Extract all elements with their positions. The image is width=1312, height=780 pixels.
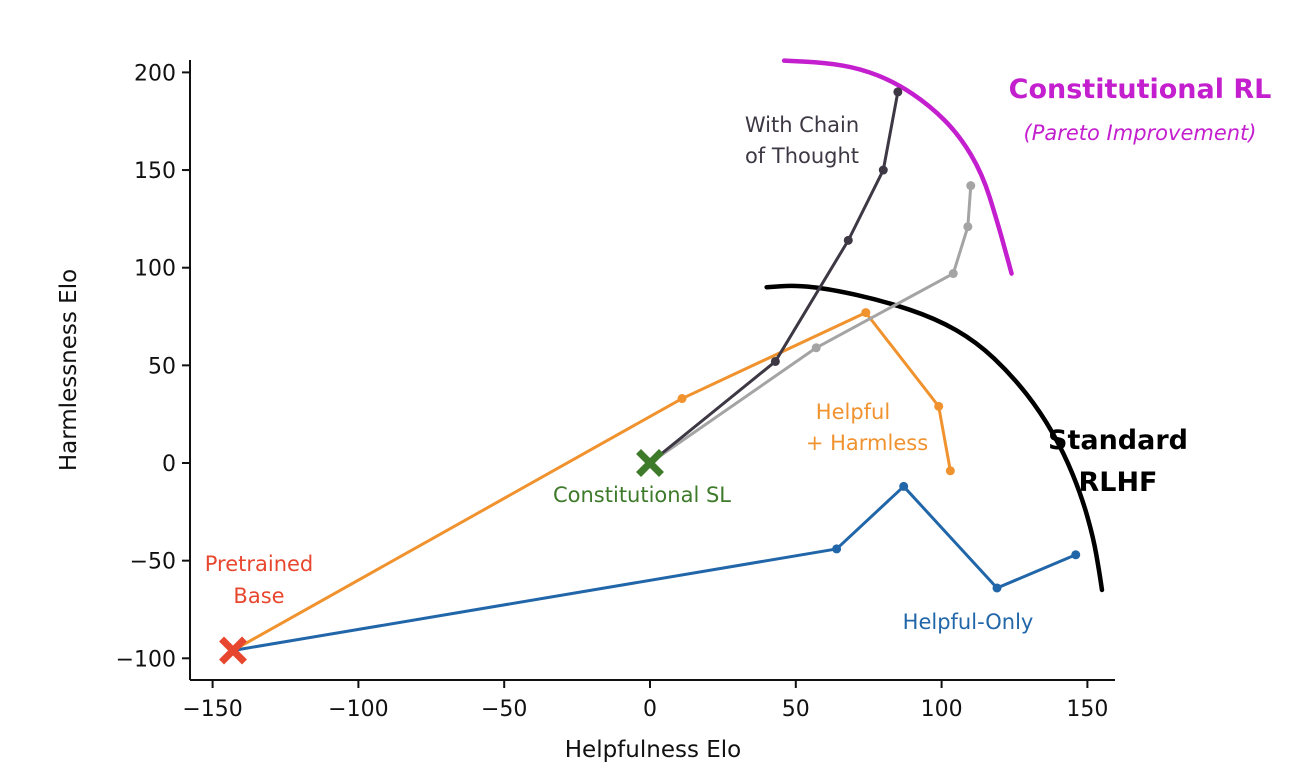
x-tick-label: −150 bbox=[182, 697, 242, 722]
y-tick-label: 200 bbox=[134, 61, 176, 86]
annotation-standard-line2: RLHF bbox=[1078, 467, 1157, 498]
y-tick-label: 100 bbox=[134, 257, 176, 282]
y-ticks: −100 −50 0 50 100 150 200 bbox=[116, 61, 190, 672]
x-tick-label: −100 bbox=[328, 697, 388, 722]
frontier-curve bbox=[764, 283, 1105, 593]
data-point bbox=[945, 466, 955, 476]
special-markers bbox=[219, 449, 664, 665]
data-point bbox=[963, 222, 973, 232]
frontier-curves bbox=[764, 58, 1105, 593]
x-tick-label: −50 bbox=[481, 697, 527, 722]
data-point bbox=[811, 343, 821, 353]
data-point bbox=[1071, 550, 1081, 560]
x-marker bbox=[219, 636, 247, 665]
y-tick-label: 0 bbox=[162, 452, 176, 477]
annotation-cot-line1: With Chain bbox=[745, 113, 859, 137]
y-tick-label: 50 bbox=[148, 354, 176, 379]
x-axis-title: Helpfulness Elo bbox=[565, 737, 742, 763]
series-line bbox=[232, 311, 952, 652]
y-axis-title: Harmlessness Elo bbox=[56, 269, 82, 471]
annotation-crl-subtitle: (Pareto Improvement) bbox=[1024, 121, 1257, 145]
annotation-helpful-only: Helpful-Only bbox=[903, 610, 1034, 634]
annotation-crl-title: Constitutional RL bbox=[1009, 74, 1272, 105]
data-point bbox=[677, 394, 687, 404]
data-point bbox=[966, 181, 976, 191]
data-point bbox=[948, 269, 958, 279]
series-lines bbox=[232, 87, 1081, 652]
series-line bbox=[649, 185, 973, 465]
frontier-curve bbox=[781, 58, 1014, 276]
x-marker bbox=[636, 449, 664, 477]
data-point bbox=[893, 87, 903, 97]
data-point bbox=[843, 235, 853, 245]
data-point bbox=[992, 583, 1002, 593]
data-point bbox=[770, 356, 780, 366]
annotation-hh-line2: + Harmless bbox=[806, 431, 928, 455]
x-tick-label: 50 bbox=[782, 697, 810, 722]
data-point bbox=[878, 165, 888, 175]
y-tick-label: −50 bbox=[130, 550, 176, 575]
data-point bbox=[899, 481, 909, 491]
x-tick-label: 0 bbox=[643, 697, 657, 722]
y-tick-label: −100 bbox=[116, 647, 176, 672]
y-tick-label: 150 bbox=[134, 159, 176, 184]
x-ticks: −150 −100 −50 0 50 100 150 bbox=[182, 680, 1108, 722]
x-tick-label: 150 bbox=[1066, 697, 1108, 722]
annotation-constitutional-sl: Constitutional SL bbox=[553, 483, 731, 507]
annotation-pretrained-line1: Pretrained bbox=[205, 552, 314, 576]
annotation-pretrained-line2: Base bbox=[233, 584, 284, 608]
x-tick-label: 100 bbox=[921, 697, 963, 722]
annotation-standard-line1: Standard bbox=[1048, 425, 1188, 456]
annotation-hh-line1: Helpful bbox=[816, 400, 890, 424]
annotation-cot-line2: of Thought bbox=[745, 144, 859, 168]
annotations: Pretrained Base Constitutional SL With C… bbox=[205, 74, 1272, 634]
data-point bbox=[934, 401, 944, 411]
data-point bbox=[861, 308, 871, 318]
data-point bbox=[832, 544, 842, 554]
